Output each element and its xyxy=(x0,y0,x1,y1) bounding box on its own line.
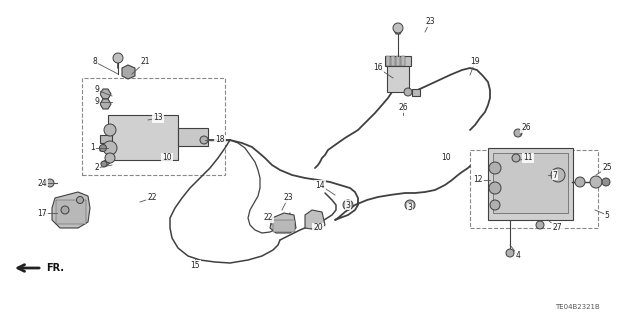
Bar xyxy=(493,153,568,213)
Text: 19: 19 xyxy=(470,58,480,67)
Bar xyxy=(470,150,598,228)
Circle shape xyxy=(575,177,585,187)
Text: FR.: FR. xyxy=(46,263,64,273)
Polygon shape xyxy=(52,192,90,228)
Bar xyxy=(82,78,225,175)
Text: 20: 20 xyxy=(313,223,323,233)
Circle shape xyxy=(405,200,415,210)
Circle shape xyxy=(101,161,107,167)
Text: 3: 3 xyxy=(408,204,412,212)
Bar xyxy=(385,56,411,66)
Text: 5: 5 xyxy=(605,211,609,220)
Text: 23: 23 xyxy=(283,194,293,203)
Text: 10: 10 xyxy=(441,154,451,163)
Bar xyxy=(391,56,395,66)
Circle shape xyxy=(103,141,117,155)
Circle shape xyxy=(105,153,115,163)
Bar xyxy=(412,89,420,96)
Text: 7: 7 xyxy=(552,171,557,180)
Circle shape xyxy=(61,206,69,214)
Text: 1: 1 xyxy=(91,143,95,153)
Text: 24: 24 xyxy=(37,179,47,188)
Text: 17: 17 xyxy=(37,209,47,218)
Polygon shape xyxy=(100,145,110,151)
Text: 21: 21 xyxy=(140,58,150,67)
Bar xyxy=(386,56,390,66)
Circle shape xyxy=(489,182,501,194)
Circle shape xyxy=(404,88,412,96)
Text: 26: 26 xyxy=(398,103,408,113)
Circle shape xyxy=(490,200,500,210)
Text: 9: 9 xyxy=(95,85,99,94)
Text: 16: 16 xyxy=(373,63,383,73)
Circle shape xyxy=(77,196,83,204)
Polygon shape xyxy=(100,89,111,99)
Circle shape xyxy=(506,249,514,257)
Text: 4: 4 xyxy=(516,251,520,260)
Circle shape xyxy=(46,179,54,187)
Polygon shape xyxy=(305,210,325,230)
Text: 22: 22 xyxy=(147,194,157,203)
Text: 15: 15 xyxy=(190,260,200,269)
Text: 25: 25 xyxy=(602,164,612,172)
Circle shape xyxy=(104,124,116,136)
Text: 12: 12 xyxy=(473,175,483,185)
Polygon shape xyxy=(101,160,110,166)
Circle shape xyxy=(512,154,520,162)
Text: 14: 14 xyxy=(315,180,325,189)
Bar xyxy=(178,128,208,146)
Circle shape xyxy=(489,162,501,174)
Text: 11: 11 xyxy=(524,154,532,163)
Circle shape xyxy=(536,221,544,229)
Bar xyxy=(273,220,295,232)
Polygon shape xyxy=(270,213,296,233)
Text: 27: 27 xyxy=(552,223,562,233)
Text: 9: 9 xyxy=(95,98,99,107)
Circle shape xyxy=(590,176,602,188)
Text: 18: 18 xyxy=(215,135,225,145)
Text: 2: 2 xyxy=(95,164,99,172)
Text: 10: 10 xyxy=(162,154,172,163)
Circle shape xyxy=(602,178,610,186)
Circle shape xyxy=(393,23,403,33)
Circle shape xyxy=(514,129,522,137)
Text: 26: 26 xyxy=(521,124,531,132)
Text: 22: 22 xyxy=(263,213,273,222)
Bar xyxy=(387,60,409,92)
Text: 3: 3 xyxy=(346,201,351,210)
Circle shape xyxy=(551,168,565,182)
Bar xyxy=(56,200,86,224)
Bar xyxy=(108,115,178,160)
Polygon shape xyxy=(100,99,111,109)
Bar xyxy=(100,135,112,143)
Text: TE04B2321B: TE04B2321B xyxy=(555,304,600,310)
Circle shape xyxy=(200,136,208,144)
Polygon shape xyxy=(394,25,402,34)
Text: 13: 13 xyxy=(153,114,163,123)
Circle shape xyxy=(99,145,106,151)
Circle shape xyxy=(343,200,353,210)
Circle shape xyxy=(113,53,123,63)
Bar xyxy=(488,148,573,220)
Bar xyxy=(401,56,405,66)
Polygon shape xyxy=(122,65,135,79)
Bar xyxy=(396,56,400,66)
Text: 8: 8 xyxy=(93,58,97,67)
Text: 23: 23 xyxy=(425,18,435,27)
